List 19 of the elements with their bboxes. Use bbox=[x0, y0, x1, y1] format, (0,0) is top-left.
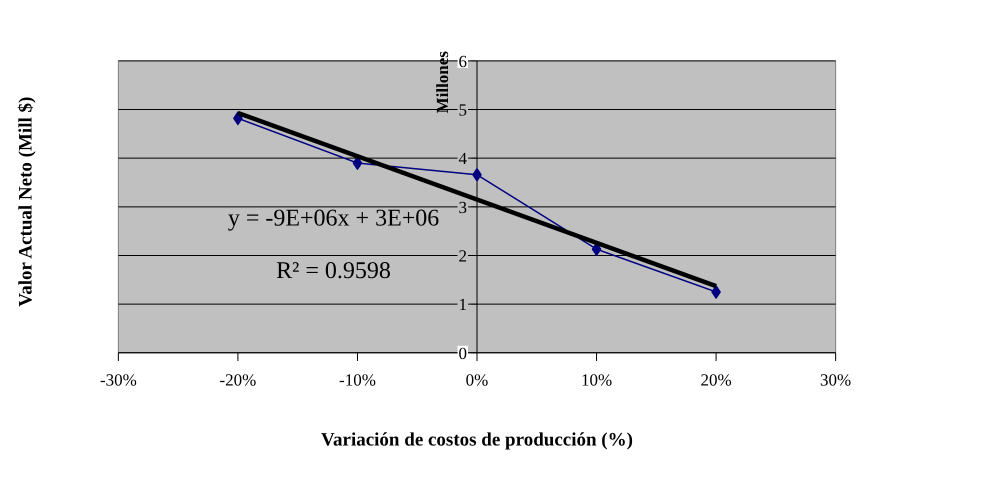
y-tick-label: 6 bbox=[458, 52, 468, 71]
x-axis-title: Variación de costos de producción (%) bbox=[321, 430, 633, 450]
y-tick-label: 2 bbox=[458, 246, 468, 266]
x-tick-label: -30% bbox=[100, 370, 137, 390]
y-axis-title: Valor Actual Neto (Mill $) bbox=[16, 96, 36, 307]
y-tick-label: 1 bbox=[458, 295, 468, 314]
y-tick-label: 4 bbox=[458, 149, 468, 168]
y-tick-label: 0 bbox=[458, 344, 468, 363]
y-tick-label: 5 bbox=[458, 100, 468, 120]
x-tick-label: -10% bbox=[339, 370, 376, 390]
x-tick-label: 30% bbox=[820, 370, 852, 390]
x-tick-label: 20% bbox=[700, 370, 732, 390]
x-tick-label: 0% bbox=[466, 370, 488, 390]
annotation: y = -9E+06x + 3E+06 bbox=[228, 206, 440, 232]
y-tick-label: 3 bbox=[458, 198, 468, 217]
annotation: R² = 0.9598 bbox=[276, 258, 391, 284]
annotation: Millones bbox=[432, 50, 452, 114]
x-tick-label: 10% bbox=[580, 370, 612, 390]
x-tick-label: -20% bbox=[220, 370, 256, 390]
